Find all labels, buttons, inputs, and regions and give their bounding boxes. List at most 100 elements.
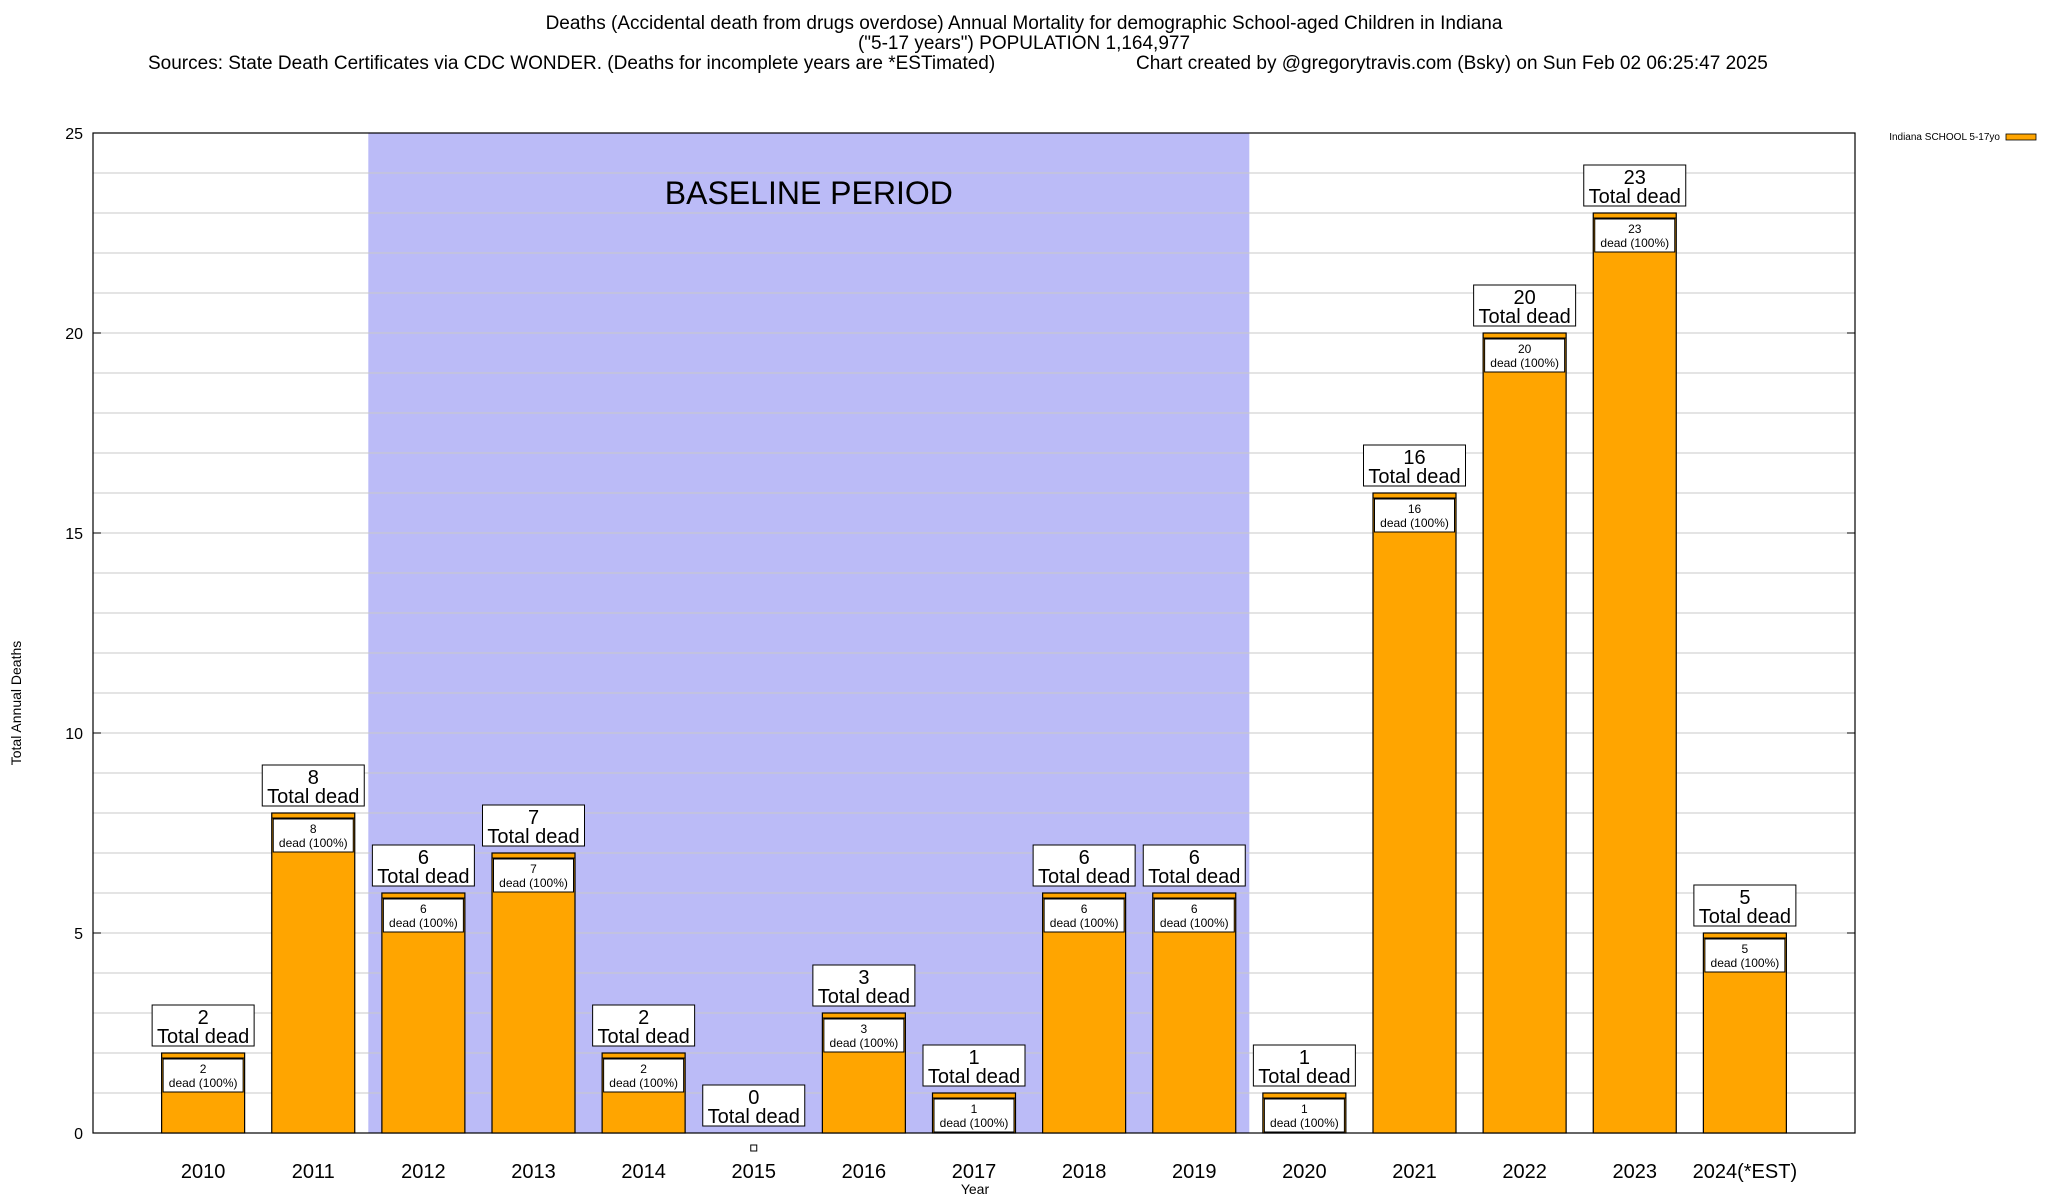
inner-label-box [272, 818, 354, 853]
inner-percent-label: dead (100%) [1160, 916, 1229, 930]
total-label-box [812, 964, 916, 1007]
inner-percent-label: dead (100%) [389, 916, 458, 930]
chart-subtitle: ("5-17 years") POPULATION 1,164,977 [857, 33, 1191, 54]
baseline-period-label: BASELINE PERIOD [665, 175, 953, 211]
inner-value-label: 23 [1628, 222, 1642, 236]
inner-label-box [1704, 938, 1786, 973]
inner-label-box [933, 1098, 1015, 1133]
x-tick-label: 2020 [1282, 1161, 1327, 1183]
total-text-label: Total dead [1368, 466, 1460, 488]
total-label-box [702, 1084, 806, 1127]
total-label-box [1363, 444, 1466, 487]
inner-value-label: 6 [1191, 902, 1198, 916]
x-tick-label: 2017 [952, 1161, 997, 1183]
x-tick-label: 2010 [181, 1161, 226, 1183]
total-text-label: Total dead [1038, 866, 1130, 888]
inner-percent-label: dead (100%) [940, 1116, 1009, 1130]
inner-value-label: 16 [1408, 502, 1422, 516]
total-value-label: 20 [1514, 287, 1536, 309]
inner-percent-label: dead (100%) [1050, 916, 1119, 930]
total-value-label: 2 [638, 1007, 649, 1029]
inner-value-label: 6 [1081, 902, 1088, 916]
bar [381, 892, 466, 1134]
total-text-label: Total dead [1258, 1066, 1350, 1088]
x-tick-label: 2011 [292, 1161, 335, 1183]
bar [1042, 892, 1127, 1134]
inner-value-label: 5 [1742, 942, 1749, 956]
total-label-box [1252, 1044, 1356, 1087]
total-text-label: Total dead [818, 986, 910, 1008]
y-tick-label: 15 [65, 526, 83, 543]
total-text-label: Total dead [1589, 186, 1681, 208]
x-axis-label: Year [960, 1181, 990, 1197]
x-tick-label: 2021 [1392, 1161, 1437, 1183]
x-tick-label: 2014 [621, 1161, 666, 1183]
inner-label-box [162, 1058, 244, 1093]
inner-percent-label: dead (100%) [1711, 956, 1780, 970]
bar [1482, 332, 1567, 1134]
x-tick-label: 2012 [401, 1161, 446, 1183]
inner-value-label: 7 [530, 862, 537, 876]
legend-label: Indiana SCHOOL 5-17yo [1889, 132, 2000, 143]
inner-value-label: 6 [420, 902, 427, 916]
total-value-label: 3 [858, 967, 869, 989]
inner-label-box [1484, 338, 1566, 373]
x-tick-label: 2018 [1062, 1161, 1107, 1183]
inner-value-label: 3 [861, 1022, 868, 1036]
y-tick-label: 25 [65, 126, 83, 143]
bar [1152, 892, 1237, 1134]
total-value-label: 2 [198, 1007, 209, 1029]
inner-percent-label: dead (100%) [1490, 356, 1559, 370]
total-value-label: 23 [1624, 167, 1646, 189]
x-tick-label: 2016 [842, 1161, 887, 1183]
total-value-label: 8 [308, 767, 319, 789]
total-label-box [1473, 284, 1577, 327]
total-label-box [482, 804, 585, 847]
bar [271, 812, 356, 1134]
legend-swatch [2005, 133, 2037, 141]
inner-percent-label: dead (100%) [1600, 236, 1669, 250]
inner-percent-label: dead (100%) [169, 1076, 238, 1090]
total-value-label: 16 [1403, 447, 1425, 469]
total-label-box [1032, 844, 1136, 887]
inner-value-label: 2 [640, 1062, 647, 1076]
inner-percent-label: dead (100%) [609, 1076, 678, 1090]
bar [491, 852, 576, 1134]
total-label-box [1693, 884, 1797, 927]
chart-title: Deaths (Accidental death from drugs over… [545, 13, 1503, 34]
inner-label-box [1153, 898, 1235, 933]
y-tick-label: 5 [74, 926, 83, 943]
inner-value-label: 20 [1518, 342, 1532, 356]
inner-label-box [1594, 218, 1676, 253]
inner-value-label: 2 [200, 1062, 207, 1076]
chart-credit: Chart created by @gregorytravis.com (Bsk… [1136, 53, 1768, 74]
total-value-label: 0 [748, 1087, 759, 1109]
inner-label-box [382, 898, 464, 933]
inner-value-label: 8 [310, 822, 317, 836]
zero-marker [750, 1144, 758, 1152]
total-text-label: Total dead [267, 786, 359, 808]
inner-percent-label: dead (100%) [1270, 1116, 1339, 1130]
inner-label-box [493, 858, 574, 893]
inner-value-label: 1 [1301, 1102, 1308, 1116]
total-value-label: 6 [1189, 847, 1200, 869]
chart-sources: Sources: State Death Certificates via CD… [148, 53, 996, 74]
inner-label-box [1263, 1098, 1345, 1133]
total-text-label: Total dead [487, 826, 579, 848]
total-value-label: 6 [1079, 847, 1090, 869]
total-value-label: 1 [968, 1047, 979, 1069]
total-text-label: Total dead [1478, 306, 1570, 328]
y-tick-label: 0 [74, 1126, 83, 1143]
inner-label-box [823, 1018, 905, 1053]
total-text-label: Total dead [377, 866, 469, 888]
bar [1372, 492, 1457, 1134]
total-text-label: Total dead [157, 1026, 249, 1048]
total-text-label: Total dead [1699, 906, 1791, 928]
x-tick-label: 2023 [1613, 1161, 1658, 1183]
inner-label-box [1374, 498, 1455, 533]
total-label-box [151, 1004, 255, 1047]
x-tick-label: 2015 [732, 1161, 777, 1183]
inner-percent-label: dead (100%) [830, 1036, 899, 1050]
y-tick-label: 10 [65, 726, 83, 743]
